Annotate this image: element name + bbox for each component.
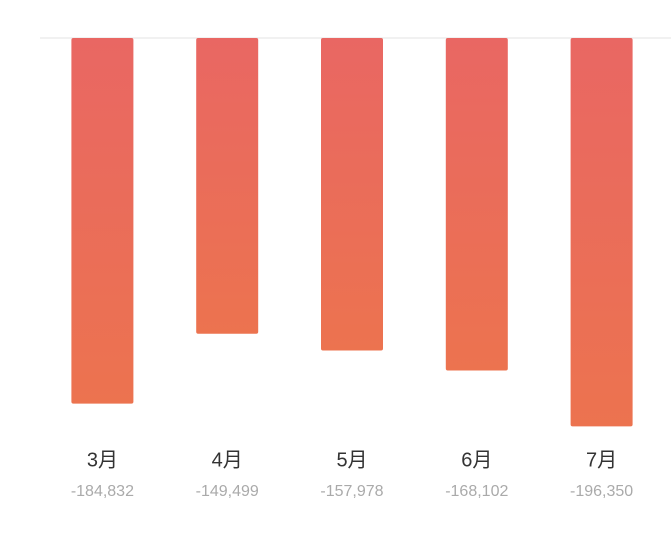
value-label: -184,832 bbox=[71, 483, 134, 500]
value-label: -157,978 bbox=[320, 483, 383, 500]
x-tick-label: 7月 bbox=[586, 449, 617, 471]
bar bbox=[445, 38, 508, 371]
x-tick-label: 4月 bbox=[212, 449, 243, 471]
value-label: -196,350 bbox=[570, 483, 633, 500]
x-tick-label: 3月 bbox=[87, 449, 118, 471]
value-label: -168,102 bbox=[445, 483, 508, 500]
bar bbox=[196, 38, 259, 334]
value-label: -149,499 bbox=[196, 483, 259, 500]
bar bbox=[321, 38, 383, 351]
x-tick-label: 6月 bbox=[461, 449, 492, 471]
x-tick-label: 5月 bbox=[336, 449, 367, 471]
bar bbox=[570, 38, 633, 427]
bar bbox=[71, 38, 134, 404]
